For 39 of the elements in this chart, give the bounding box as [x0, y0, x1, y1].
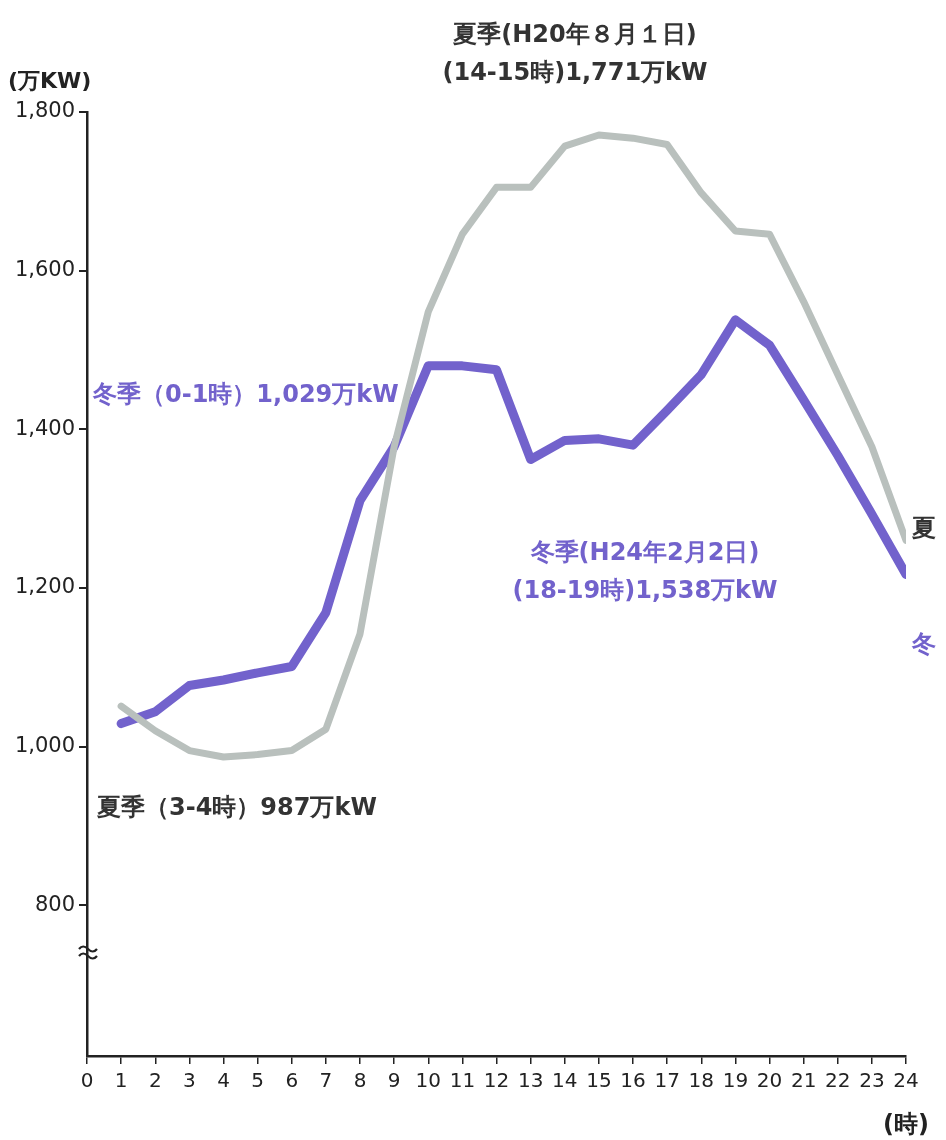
x-tick-label: 17 — [654, 1068, 680, 1093]
y-tick-label: 1,600 — [14, 257, 75, 282]
x-tick-label: 5 — [251, 1068, 264, 1093]
y-tick-label: 800 — [34, 891, 75, 916]
text: 冬 — [911, 630, 936, 659]
x-axis-title: (時) — [883, 1110, 929, 1138]
annotation: 夏季（3-4時）987万kW — [96, 793, 377, 821]
x-tick-label: 9 — [387, 1068, 401, 1093]
x-tick-label: 12 — [483, 1068, 510, 1093]
x-tick-label: 6 — [285, 1068, 299, 1093]
y-tick-label: 1,800 — [14, 98, 75, 123]
annotation: 冬季（0-1時）1,029万kW — [92, 380, 399, 408]
x-tick-label: 21 — [790, 1068, 817, 1093]
annotation: 冬季(H24年2月2日) (18-19時)1,538万kW — [512, 538, 778, 604]
x-tick-label: 14 — [552, 1068, 578, 1093]
text: 夏季(H20年８月１日) (14-15時)1,771万kW — [442, 20, 708, 86]
x-tick-label: 7 — [319, 1068, 333, 1093]
y-tick-label: 1,400 — [14, 415, 75, 440]
y-axis-title: (万KW) — [8, 68, 92, 93]
x-tick-label: 23 — [859, 1068, 885, 1093]
x-tick-label: 1 — [114, 1068, 128, 1093]
x-tick-label: 18 — [688, 1068, 714, 1093]
x-tick-label: 10 — [415, 1068, 441, 1093]
x-tick-label: 19 — [722, 1068, 749, 1093]
x-tick-label: 22 — [825, 1068, 851, 1093]
x-tick-label: 24 — [893, 1068, 919, 1093]
y-tick-label: 1,000 — [14, 733, 75, 758]
x-tick-label: 16 — [620, 1068, 646, 1093]
x-tick-label: 2 — [148, 1068, 162, 1093]
x-tick-label: 0 — [80, 1068, 94, 1093]
series-label: 夏 — [911, 514, 936, 543]
x-tick-label: 15 — [586, 1068, 612, 1093]
x-tick-label: 4 — [217, 1068, 230, 1093]
x-tick-label: 11 — [449, 1068, 476, 1093]
x-tick-label: 13 — [517, 1068, 544, 1093]
x-tick-label: 20 — [756, 1068, 783, 1093]
y-tick-label: 1,200 — [14, 574, 75, 599]
x-tick-label: 8 — [353, 1068, 367, 1093]
x-tick-label: 3 — [183, 1068, 196, 1093]
